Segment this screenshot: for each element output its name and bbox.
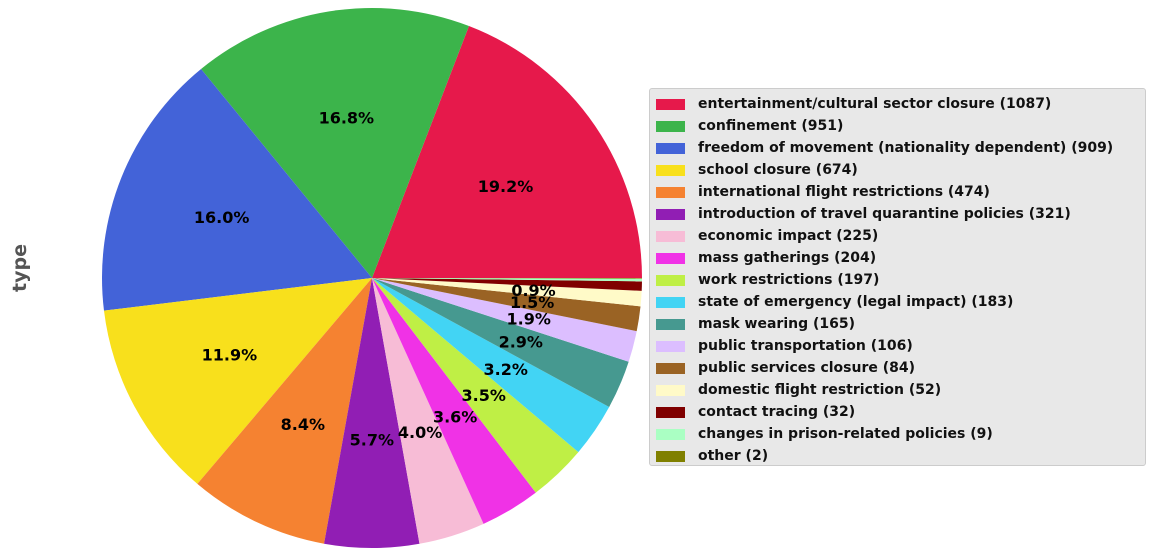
legend-label: entertainment/cultural sector closure (1… [698,96,1052,112]
pie-slice [372,278,641,332]
slice-percent-label: 8.4% [281,415,325,434]
legend-label: public transportation (106) [698,338,913,354]
slice-percent-label: 5.7% [350,430,394,449]
slice-percent-label: 3.5% [462,386,506,405]
legend-swatch [656,208,685,220]
pie-slice [372,278,536,524]
legend-swatch [656,296,685,308]
legend-swatch [656,450,685,462]
legend-label: state of emergency (legal impact) (183) [698,294,1014,310]
legend-item: public services closure (84) [656,357,1145,379]
pie-slice [372,278,642,307]
legend-item: domestic flight restriction (52) [656,379,1145,401]
pie-percent-labels: 19.2% 16.8% 16.0% 11.9% 8.4% 5.7% 4.0%3.6% 3.5%… [194,109,556,450]
legend-item: contact tracing (32) [656,401,1145,423]
pie-slice [201,7,469,278]
pie-slice [103,278,373,484]
legend-label: economic impact (225) [698,228,879,244]
pie-slice [372,278,642,279]
legend-item: freedom of movement (nationality depende… [656,137,1145,159]
legend-swatch [656,340,685,352]
slice-percent-label: 2.9% [499,333,543,352]
pie-slices [102,7,642,548]
legend-item: confinement (951) [656,115,1145,137]
legend-item: mass gatherings (204) [656,247,1145,269]
pie-slice [102,69,372,311]
slice-percent-label: 0.9% [511,281,555,300]
legend-label: public services closure (84) [698,360,916,376]
legend-item: mask wearing (165) [656,313,1145,335]
legend-swatch [656,230,685,242]
legend-swatch [656,274,685,286]
pie-slice [372,278,610,453]
legend-item: economic impact (225) [656,225,1145,247]
pie-slice [372,278,484,544]
legend-swatch [656,186,685,198]
legend-swatch [656,428,685,440]
legend: entertainment/cultural sector closure (1… [649,88,1146,466]
legend-label: mask wearing (165) [698,316,856,332]
legend-item: other (2) [656,445,1145,467]
slice-percent-label: 16.0% [194,208,250,227]
slice-percent-label: 11.9% [202,345,258,364]
legend-swatch [656,406,685,418]
legend-item: entertainment/cultural sector closure (1… [656,93,1145,115]
legend-swatch [656,120,685,132]
pie-slice [372,26,642,278]
slice-percent-label: 3.2% [484,360,528,379]
slice-percent-label: 4.0% [398,423,442,442]
legend-item: changes in prison-related policies (9) [656,423,1145,445]
legend-label: school closure (674) [698,162,858,178]
legend-item: school closure (674) [656,159,1145,181]
slice-percent-label: 3.6% [433,408,477,427]
legend-item: introduction of travel quarantine polici… [656,203,1145,225]
legend-label: mass gatherings (204) [698,250,877,266]
slice-percent-label: 1.9% [506,310,550,329]
pie-slice [197,278,372,544]
legend-item: public transportation (106) [656,335,1145,357]
legend-item: international flight restrictions (474) [656,181,1145,203]
legend-label: domestic flight restriction (52) [698,382,942,398]
legend-item: work restrictions (197) [656,269,1145,291]
slice-percent-label: 1.5% [510,293,554,312]
slice-percent-label: 19.2% [478,177,534,196]
legend-swatch [656,362,685,374]
legend-item: state of emergency (legal impact) (183) [656,291,1145,313]
pie-slice [372,278,642,282]
legend-label: changes in prison-related policies (9) [698,426,993,442]
pie-slice [372,278,629,408]
legend-label: freedom of movement (nationality depende… [698,140,1114,156]
pie-slice [372,278,642,291]
y-axis-label: type [9,244,31,292]
legend-swatch [656,384,685,396]
legend-label: confinement (951) [698,118,844,134]
legend-swatch [656,318,685,330]
pie-slice [324,278,420,548]
slice-percent-label: 16.8% [319,109,375,128]
legend-label: contact tracing (32) [698,404,856,420]
pie-slice [372,278,579,493]
legend-swatch [656,98,685,110]
legend-label: work restrictions (197) [698,272,880,288]
legend-swatch [656,252,685,264]
legend-label: introduction of travel quarantine polici… [698,206,1071,222]
pie-slice [372,278,637,362]
legend-label: other (2) [698,448,769,464]
legend-swatch [656,164,685,176]
legend-label: international flight restrictions (474) [698,184,990,200]
legend-swatch [656,142,685,154]
